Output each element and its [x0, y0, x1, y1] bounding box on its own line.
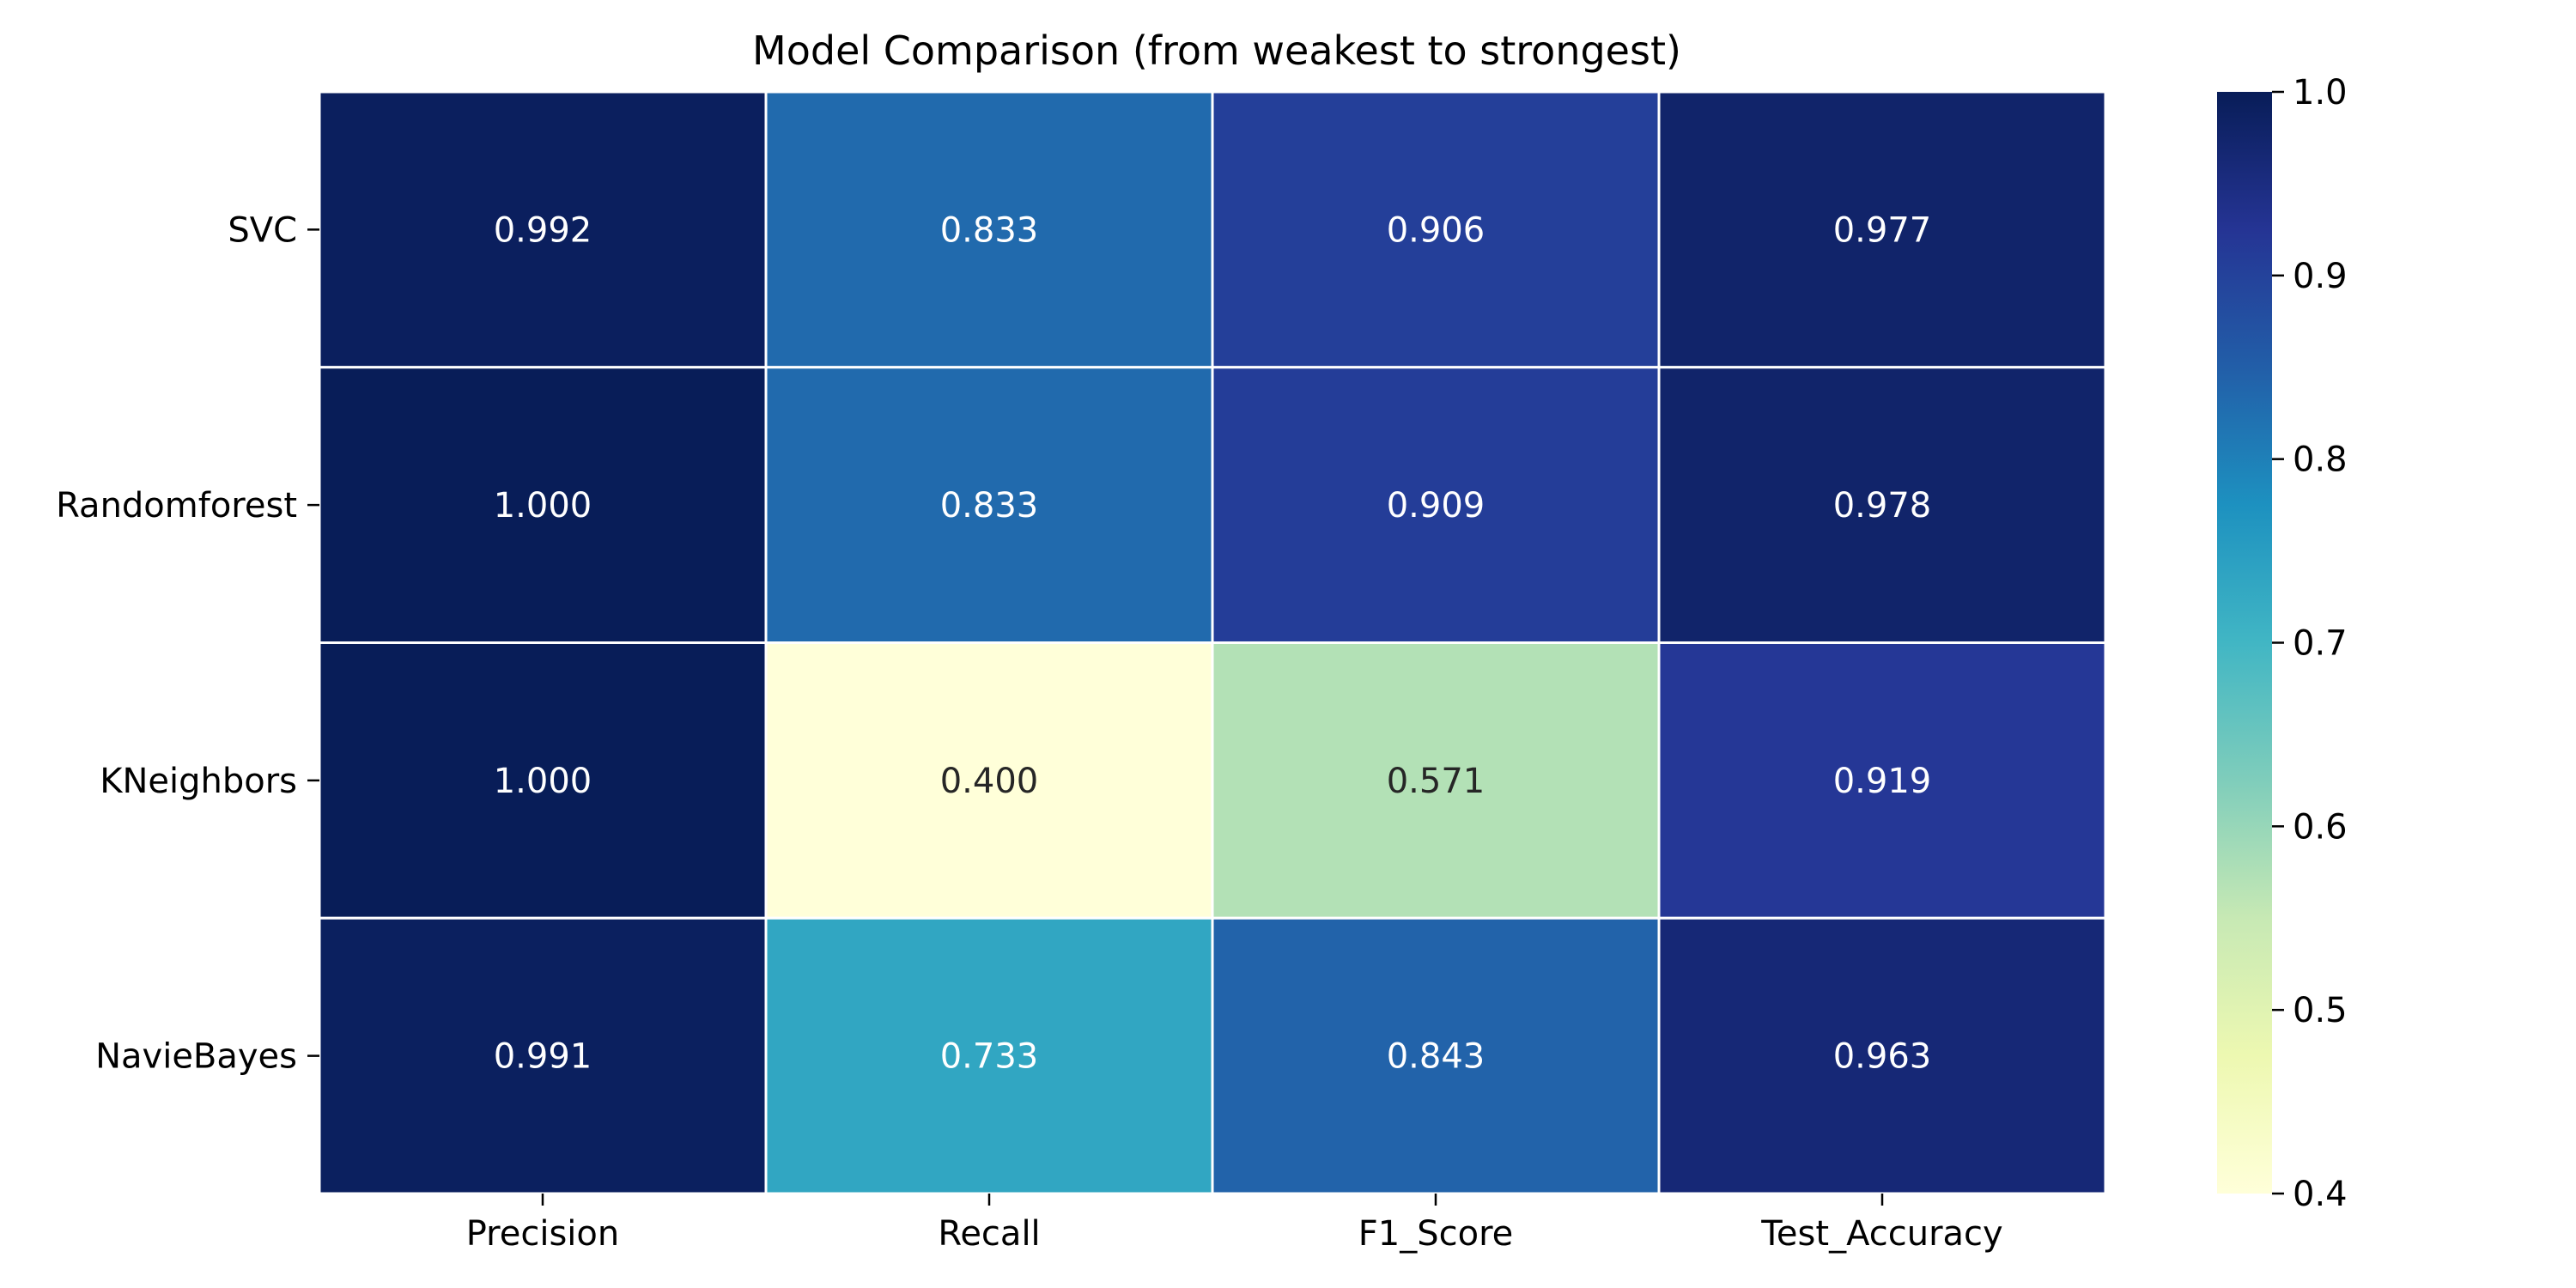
cell-value-label: 0.906 [1387, 210, 1485, 250]
heatmap-cell [1657, 641, 2107, 920]
colorbar-tick-label: 1.0 [2293, 73, 2348, 112]
heatmap-cell [1211, 916, 1661, 1195]
heatmap-cell [1211, 90, 1661, 369]
cell-value-label: 0.991 [494, 1037, 592, 1077]
x-tick-label: Test_Accuracy [1760, 1214, 2002, 1254]
heatmap-cell [764, 90, 1214, 369]
heatmap-cell [318, 916, 768, 1195]
colorbar-tick-label: 0.5 [2293, 991, 2348, 1030]
cell-value-label: 0.963 [1833, 1037, 1932, 1077]
y-tick-label: SVC [228, 210, 297, 250]
y-tick-label: KNeighbors [100, 762, 297, 801]
colorbar: 0.4 0.5 0.6 0.7 0.8 0.9 1.0 [2217, 73, 2348, 1214]
heatmap-cell [1657, 90, 2107, 369]
cell-value-label: 0.919 [1833, 762, 1932, 801]
heatmap-cell [1657, 916, 2107, 1195]
colorbar-gradient [2217, 92, 2272, 1194]
cell-value-label: 0.909 [1387, 486, 1485, 526]
heatmap-cell [764, 366, 1214, 644]
cell-value-label: 0.400 [940, 762, 1039, 801]
cell-value-label: 0.843 [1387, 1037, 1485, 1077]
x-tick-label: Precision [466, 1214, 619, 1254]
y-axis: SVC Randomforest KNeighbors NavieBayes [56, 210, 319, 1077]
cell-value-label: 0.833 [940, 486, 1039, 526]
colorbar-tick-label: 0.9 [2293, 257, 2348, 296]
colorbar-tick-label: 0.8 [2293, 440, 2348, 480]
heatmap-cell [318, 90, 768, 369]
colorbar-tick-label: 0.7 [2293, 624, 2348, 664]
cell-value-label: 1.000 [494, 762, 592, 801]
colorbar-tick-label: 0.4 [2293, 1175, 2348, 1214]
cell-value-label: 0.977 [1833, 210, 1932, 250]
x-axis: Precision Recall F1_Score Test_Accuracy [466, 1194, 2003, 1254]
heatmap-cells: 0.992 0.833 0.906 0.977 1.000 0.833 0.909 0.978… [318, 90, 2107, 1195]
heatmap-cell [764, 641, 1214, 920]
heatmap-cell [1657, 366, 2107, 644]
y-tick-label: Randomforest [56, 486, 297, 526]
heatmap-cell [764, 916, 1214, 1195]
chart-title: Model Comparison (from weakest to strong… [752, 27, 1681, 74]
heatmap-cell [318, 366, 768, 644]
x-tick-label: Recall [938, 1214, 1040, 1254]
cell-value-label: 0.733 [940, 1037, 1039, 1077]
cell-value-label: 1.000 [494, 486, 592, 526]
cell-value-label: 0.833 [940, 210, 1039, 250]
colorbar-tick-label: 0.6 [2293, 807, 2348, 847]
cell-value-label: 0.992 [494, 210, 592, 250]
cell-value-label: 0.978 [1833, 486, 1932, 526]
cell-value-label: 0.571 [1387, 762, 1485, 801]
y-tick-label: NavieBayes [95, 1037, 297, 1077]
x-tick-label: F1_Score [1358, 1214, 1514, 1254]
